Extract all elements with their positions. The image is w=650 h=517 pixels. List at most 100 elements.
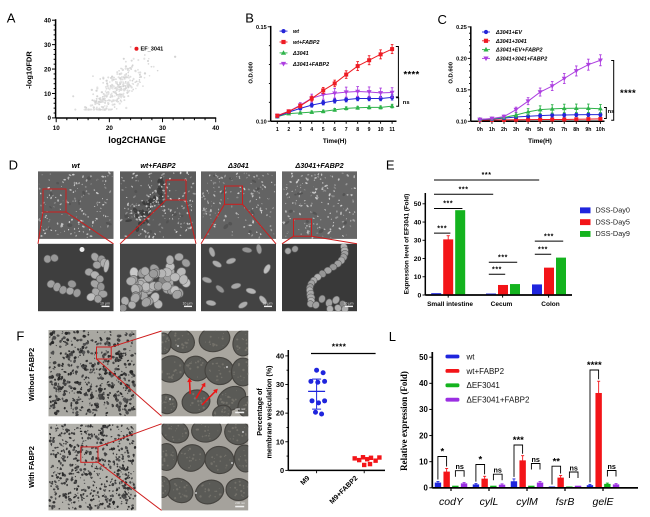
svg-text:C: C <box>438 12 447 27</box>
svg-text:40: 40 <box>276 352 284 361</box>
svg-text:4: 4 <box>310 127 313 133</box>
svg-text:***: *** <box>437 225 447 232</box>
svg-text:8h: 8h <box>573 127 579 133</box>
svg-text:2: 2 <box>287 127 290 133</box>
svg-text:Cecum: Cecum <box>491 301 513 308</box>
svg-text:***: *** <box>459 186 469 193</box>
svg-text:0.15: 0.15 <box>456 88 467 94</box>
svg-text:10: 10 <box>378 127 384 133</box>
svg-text:10 μm: 10 μm <box>100 301 110 305</box>
svg-text:3: 3 <box>299 127 302 133</box>
svg-text:Expression level of EF3041 (Fo: Expression level of EF3041 (Fold) <box>404 194 411 294</box>
svg-text:wt+FABP2: wt+FABP2 <box>140 161 175 170</box>
svg-text:0.25: 0.25 <box>456 25 467 31</box>
svg-text:0.10: 0.10 <box>456 119 467 125</box>
svg-text:50: 50 <box>414 201 422 208</box>
svg-text:F: F <box>16 329 24 344</box>
svg-text:A: A <box>7 10 16 25</box>
svg-text:0: 0 <box>418 292 422 299</box>
svg-text:30: 30 <box>414 238 422 245</box>
svg-text:E: E <box>386 157 395 172</box>
svg-text:5: 5 <box>322 127 325 133</box>
svg-text:50: 50 <box>419 353 428 362</box>
svg-text:**: ** <box>553 456 561 467</box>
svg-text:gelE: gelE <box>592 496 614 508</box>
svg-text:40: 40 <box>419 379 428 388</box>
svg-text:Δ3041+3041+FABP2: Δ3041+3041+FABP2 <box>495 56 547 62</box>
svg-text:30: 30 <box>159 125 167 132</box>
svg-text:20: 20 <box>44 66 52 73</box>
svg-text:wt: wt <box>466 352 476 361</box>
svg-text:Time(H): Time(H) <box>528 138 552 145</box>
svg-text:9h: 9h <box>585 127 591 133</box>
svg-text:0.15: 0.15 <box>256 25 267 31</box>
svg-text:200 nm: 200 nm <box>235 501 246 505</box>
svg-text:***: *** <box>492 267 502 274</box>
svg-text:wt+FABP2: wt+FABP2 <box>293 40 320 46</box>
svg-text:With FABP2: With FABP2 <box>27 446 36 488</box>
svg-text:M9: M9 <box>300 475 312 487</box>
svg-text:O.D.600: O.D.600 <box>248 62 254 84</box>
svg-text:-log10FDR: -log10FDR <box>25 51 34 89</box>
svg-text:7: 7 <box>345 127 348 133</box>
svg-text:***: *** <box>544 233 554 240</box>
svg-text:3h: 3h <box>513 127 519 133</box>
svg-text:EF_3041: EF_3041 <box>141 47 164 53</box>
svg-text:ns: ns <box>494 466 502 475</box>
svg-text:0.20: 0.20 <box>456 57 467 63</box>
svg-text:Without FABP2: Without FABP2 <box>27 348 36 401</box>
svg-text:***: *** <box>538 247 548 254</box>
svg-text:10: 10 <box>276 437 284 446</box>
svg-text:9: 9 <box>368 127 371 133</box>
svg-text:ΔEF3041+FABP2: ΔEF3041+FABP2 <box>467 396 530 405</box>
svg-text:0h: 0h <box>477 127 483 133</box>
svg-text:****: **** <box>404 70 420 81</box>
svg-text:30: 30 <box>44 42 52 49</box>
svg-text:200 nm: 200 nm <box>235 407 246 411</box>
svg-text:log2CHANGE: log2CHANGE <box>108 135 166 145</box>
svg-text:40: 40 <box>414 219 422 226</box>
svg-text:DSS-Day5: DSS-Day5 <box>596 217 630 226</box>
svg-text:Δ3041+FABP2: Δ3041+FABP2 <box>294 161 343 170</box>
svg-text:L: L <box>389 329 396 344</box>
svg-text:cylL: cylL <box>480 496 499 508</box>
svg-text:***: *** <box>482 172 492 179</box>
svg-text:****: **** <box>620 88 636 99</box>
svg-text:Small intestine: Small intestine <box>427 301 473 308</box>
svg-text:11: 11 <box>389 127 395 133</box>
svg-text:***: *** <box>443 201 453 208</box>
svg-text:20: 20 <box>106 125 114 132</box>
svg-text:20: 20 <box>419 431 428 440</box>
svg-text:5h: 5h <box>537 127 543 133</box>
svg-text:6: 6 <box>333 127 336 133</box>
svg-text:Δ3041+3041: Δ3041+3041 <box>495 39 527 45</box>
svg-text:wt: wt <box>293 29 299 35</box>
svg-text:***: *** <box>498 255 508 262</box>
svg-text:O.D.600: O.D.600 <box>448 62 454 84</box>
svg-text:8: 8 <box>356 127 359 133</box>
svg-text:D: D <box>9 158 18 173</box>
svg-text:ΔEF3041: ΔEF3041 <box>467 381 501 390</box>
svg-text:40: 40 <box>212 125 220 132</box>
svg-text:0.10: 0.10 <box>256 119 267 125</box>
svg-text:Time(H): Time(H) <box>323 138 347 145</box>
svg-text:****: **** <box>332 342 347 352</box>
svg-text:*: * <box>478 455 482 466</box>
svg-text:codY: codY <box>439 496 464 508</box>
svg-text:wt+FABP2: wt+FABP2 <box>466 367 505 376</box>
svg-text:DSS-Day9: DSS-Day9 <box>596 229 630 238</box>
svg-text:10: 10 <box>414 274 422 281</box>
svg-text:Δ3041+FABP2: Δ3041+FABP2 <box>292 62 329 68</box>
svg-text:ns: ns <box>532 455 540 464</box>
svg-text:40: 40 <box>44 18 52 25</box>
svg-text:Δ3041: Δ3041 <box>292 51 309 57</box>
svg-text:10h: 10h <box>596 127 605 133</box>
svg-text:20: 20 <box>414 256 422 263</box>
svg-text:*: * <box>440 447 444 458</box>
svg-text:10: 10 <box>53 125 61 132</box>
svg-text:2h: 2h <box>501 127 507 133</box>
svg-text:30: 30 <box>419 405 428 414</box>
svg-text:ns: ns <box>570 463 578 472</box>
svg-text:Relative expression (Fold): Relative expression (Fold) <box>399 371 409 471</box>
svg-text:4h: 4h <box>525 127 531 133</box>
